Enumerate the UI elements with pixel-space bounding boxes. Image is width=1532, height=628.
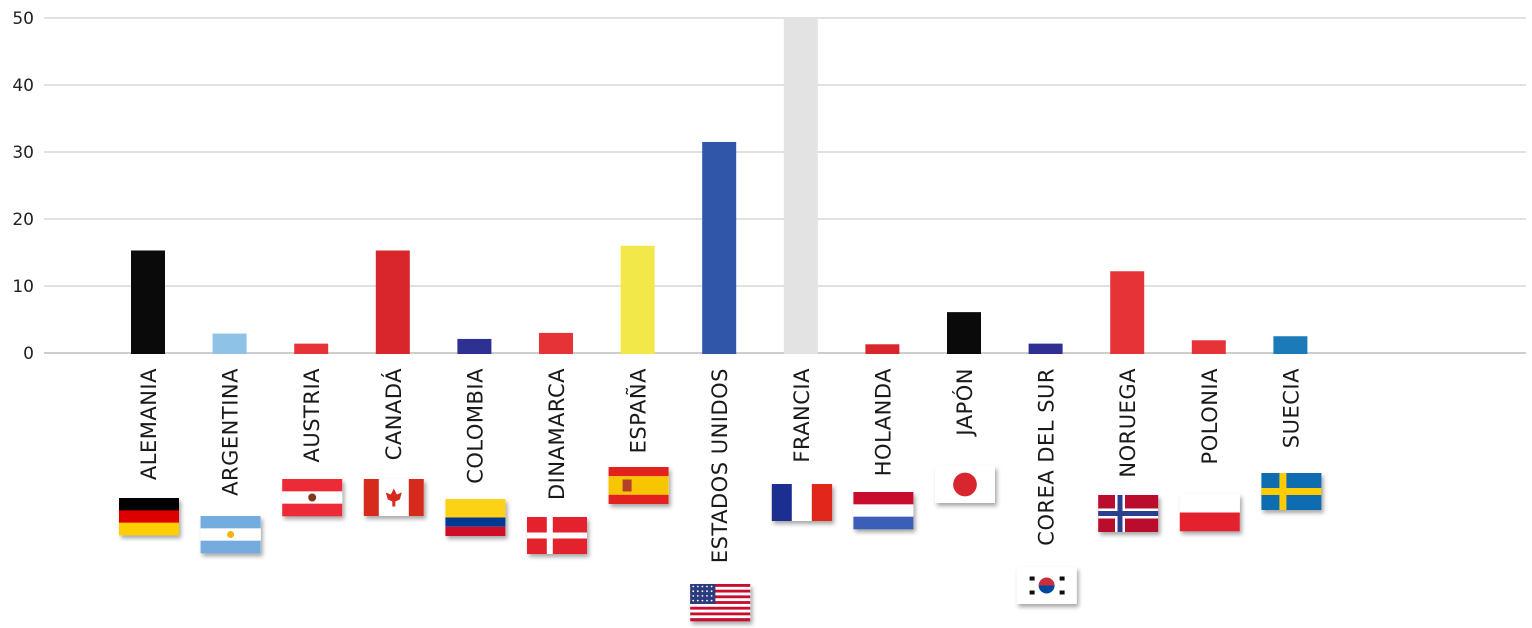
bar	[131, 250, 165, 354]
flag-poland-icon	[1179, 494, 1240, 532]
bar	[783, 18, 818, 354]
bar	[375, 250, 410, 354]
category-label: HOLANDA	[871, 368, 895, 476]
category-label: NORUEGA	[1116, 368, 1140, 478]
bar	[212, 333, 247, 354]
category-label: JAPÓN	[952, 368, 977, 438]
bar	[620, 245, 655, 354]
bar	[539, 332, 573, 354]
category-label: FRANCIA	[790, 368, 814, 463]
flag-canada-icon	[363, 479, 424, 516]
bar	[947, 312, 981, 354]
flag-spain-icon	[608, 467, 669, 504]
bar	[702, 141, 737, 354]
y-tick-label: 40	[12, 76, 34, 96]
flag-argentina-icon	[200, 516, 261, 554]
flag-germany-icon	[119, 498, 179, 536]
bar	[865, 344, 900, 354]
y-tick-label: 20	[12, 210, 34, 230]
bars	[131, 18, 1308, 354]
flag-france-icon	[771, 484, 833, 521]
category-label: ESPAÑA	[625, 368, 651, 453]
category-label: AUSTRIA	[300, 368, 324, 463]
flag-south-korea-icon	[1016, 567, 1077, 604]
flag-denmark-icon	[527, 517, 587, 554]
y-tick-label: 50	[12, 9, 34, 29]
category-label: CANADÁ	[381, 368, 406, 460]
category-label: POLONIA	[1198, 368, 1222, 465]
y-tick-label: 0	[23, 344, 34, 364]
flag-japan-icon	[935, 466, 995, 503]
category-label: ARGENTINA	[219, 368, 243, 496]
bar	[1110, 271, 1145, 354]
flag-austria-icon	[282, 479, 343, 517]
bar	[457, 338, 492, 354]
category-label: DINAMARCA	[545, 368, 569, 500]
flag-netherlands-icon	[853, 492, 914, 530]
flag-norway-icon	[1098, 495, 1159, 532]
bar	[294, 343, 329, 354]
bar	[1028, 343, 1063, 354]
flag-sweden-icon	[1261, 473, 1322, 510]
category-label: ESTADOS UNIDOS	[708, 368, 732, 563]
y-axis-ticks: 0 10 20 30 40 50	[12, 9, 34, 364]
bar	[1191, 340, 1226, 354]
category-labels: ALEMANIA ARGENTINA AUSTRIA CANADÁ COLOMBIA DI…	[137, 368, 1303, 563]
y-tick-label: 10	[12, 277, 34, 297]
category-label: ALEMANIA	[137, 368, 161, 480]
flags	[119, 466, 1322, 622]
flag-usa-icon	[690, 584, 751, 622]
flag-colombia-icon	[445, 499, 506, 536]
category-label: COLOMBIA	[463, 368, 487, 484]
y-tick-label: 30	[12, 143, 34, 163]
category-label: COREA DEL SUR	[1035, 368, 1059, 546]
bar	[1273, 336, 1308, 354]
category-label: SUECIA	[1279, 368, 1303, 448]
